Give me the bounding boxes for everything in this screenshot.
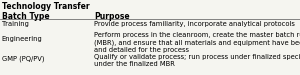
Text: Training: Training [2, 21, 28, 27]
Text: Qualify or validate process; run process under finalized specifications
under th: Qualify or validate process; run process… [94, 54, 300, 67]
Text: Batch Type: Batch Type [2, 12, 49, 21]
Text: Engineering: Engineering [2, 36, 42, 42]
Text: Purpose: Purpose [94, 12, 130, 21]
Text: Perform process in the cleanroom, create the master batch record
(MBR), and ensu: Perform process in the cleanroom, create… [94, 32, 300, 53]
Text: Technology Transfer: Technology Transfer [2, 2, 89, 11]
Text: GMP (PQ/PV): GMP (PQ/PV) [2, 56, 44, 62]
Text: Provide process familiarity, incorporate analytical protocols: Provide process familiarity, incorporate… [94, 21, 296, 27]
